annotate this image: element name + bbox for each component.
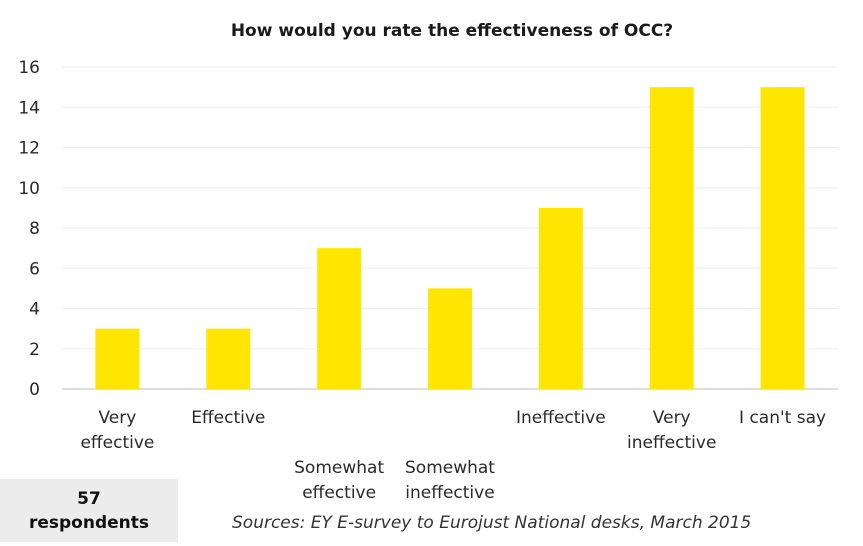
respondents-label: respondents (28, 512, 150, 533)
x-tick-label: Effective (191, 408, 265, 428)
y-tick-label: 6 (29, 259, 40, 279)
bar (538, 207, 583, 389)
source-note: Sources: EY E-survey to Eurojust Nationa… (232, 513, 752, 533)
y-tick-label: 4 (29, 300, 40, 320)
y-tick-label: 10 (18, 179, 40, 199)
y-tick-label: 8 (29, 219, 40, 239)
bar (317, 248, 362, 389)
bar (428, 288, 472, 389)
y-tick-label: 2 (29, 340, 40, 360)
chart-title: How would you rate the effectiveness of … (231, 21, 673, 41)
y-tick-label: 12 (18, 139, 40, 159)
gridlines (62, 66, 838, 390)
y-tick-label: 0 (29, 380, 40, 400)
x-axis-labels: Very effective Effective Somewhat effective… (80, 408, 826, 503)
bar (206, 328, 251, 389)
y-axis: 0 2 4 6 8 10 12 14 16 (18, 58, 40, 400)
bar (649, 87, 694, 389)
x-tick-label: I can't say (739, 408, 826, 428)
respondents-badge: 57 respondents (0, 479, 178, 542)
x-tick-label: Very ineffective (627, 408, 716, 453)
x-tick-label: Somewhat ineffective (405, 408, 495, 503)
y-tick-label: 14 (18, 98, 40, 118)
bar (95, 328, 140, 389)
x-tick-label: Ineffective (516, 408, 606, 428)
x-tick-label: Somewhat effective (294, 408, 384, 503)
x-tick-label: Very effective (80, 408, 154, 453)
y-tick-label: 16 (18, 58, 40, 78)
respondents-count: 57 (77, 488, 101, 509)
bar (760, 87, 805, 389)
bars (95, 87, 805, 389)
